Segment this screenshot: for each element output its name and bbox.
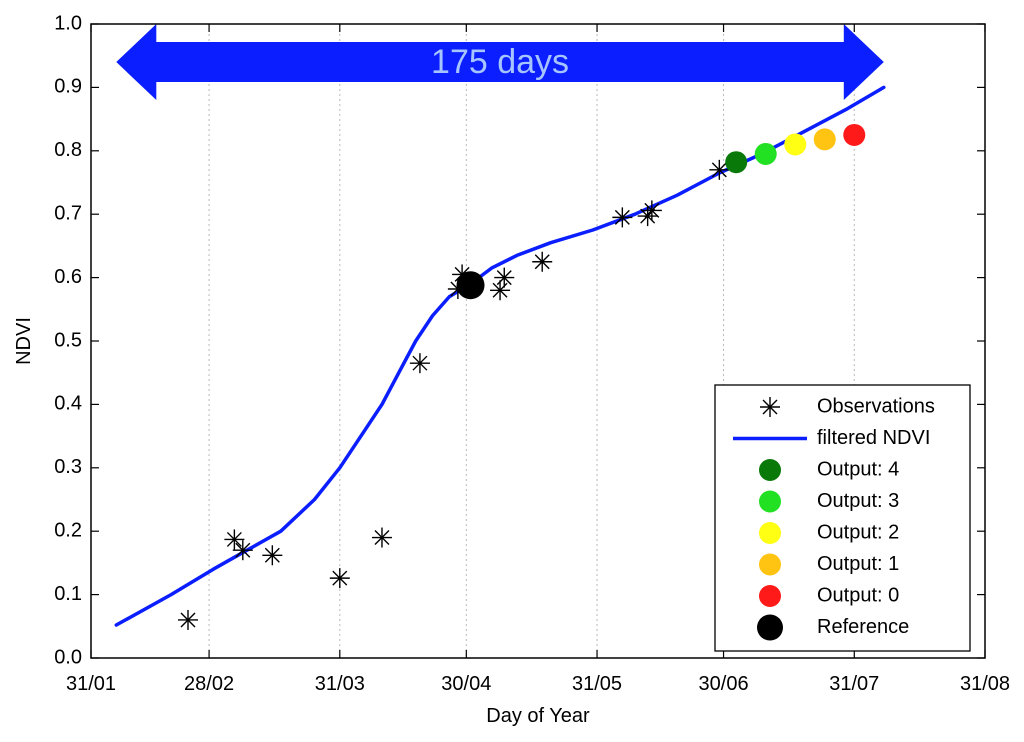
- x-axis-label: Day of Year: [486, 705, 590, 727]
- y-tick-label: 1.0: [54, 12, 82, 34]
- y-tick-label: 0.6: [54, 266, 82, 288]
- y-axis-label: NDVI: [13, 317, 35, 365]
- x-tick-label: 28/02: [184, 673, 234, 695]
- legend-box: [714, 384, 971, 652]
- y-tick-label: 0.5: [54, 329, 82, 351]
- y-tick-label: 0.3: [54, 456, 82, 478]
- observation-point: [490, 280, 511, 301]
- legend-label: filtered NDVI: [817, 427, 930, 449]
- legend-marker: [757, 614, 783, 641]
- legend-label: Observations: [817, 395, 935, 417]
- duration-annotation: 175 days: [116, 24, 884, 101]
- double-arrow: [116, 24, 884, 101]
- observation-point: [232, 540, 253, 561]
- x-tick-label: 31/07: [829, 673, 879, 695]
- observation-point: [409, 353, 430, 374]
- observation-point: [177, 609, 198, 630]
- output-series: [456, 123, 866, 300]
- output-point: [813, 128, 836, 151]
- observation-point: [371, 527, 392, 548]
- x-tick-label: 31/05: [572, 673, 622, 695]
- legend-label: Output: 2: [817, 521, 899, 543]
- output-point: [843, 123, 866, 146]
- x-tick-label: 30/06: [699, 673, 749, 695]
- y-tick-label: 0.1: [54, 583, 82, 605]
- reference-point: [456, 271, 485, 300]
- legend-marker: [759, 585, 781, 607]
- legend: Observations filtered NDVI Output: 4 Output…: [714, 384, 971, 652]
- legend-marker: [759, 459, 781, 481]
- output-point: [754, 142, 777, 165]
- legend-marker: [759, 490, 781, 513]
- axis-ticks: 31/01 28/02 31/03 30/04 31/05 30/06 31/07 31/08…: [54, 12, 1010, 695]
- observation-point: [262, 545, 283, 566]
- y-tick-label: 0.4: [54, 393, 82, 415]
- y-tick-label: 0.9: [54, 76, 82, 98]
- output-point: [784, 133, 807, 156]
- legend-label: Reference: [817, 616, 909, 638]
- legend-marker: [759, 553, 781, 576]
- y-tick-label: 0.8: [54, 139, 82, 161]
- legend-marker: [760, 397, 780, 417]
- x-tick-label: 31/08: [960, 673, 1010, 695]
- legend-label: Output: 3: [817, 490, 899, 512]
- observation-point: [494, 267, 515, 288]
- observation-point: [612, 207, 633, 228]
- y-tick-label: 0.2: [54, 519, 82, 541]
- duration-label: 175 days: [431, 43, 569, 81]
- observation-point: [532, 251, 553, 272]
- x-tick-label: 31/03: [315, 673, 365, 695]
- legend-label: Output: 0: [817, 584, 899, 606]
- y-tick-label: 0.0: [54, 646, 82, 668]
- x-tick-label: 31/01: [66, 673, 116, 695]
- legend-label: Output: 1: [817, 553, 899, 575]
- legend-label: Output: 4: [817, 458, 899, 480]
- y-tick-label: 0.7: [54, 202, 82, 224]
- legend-marker: [759, 522, 781, 544]
- x-tick-label: 30/04: [441, 673, 491, 695]
- output-point: [725, 151, 748, 174]
- observation-point: [641, 200, 662, 221]
- observation-point: [224, 529, 245, 550]
- observations-series: [177, 159, 730, 630]
- observation-point: [329, 568, 350, 589]
- observation-point: [637, 206, 658, 227]
- observation-point: [709, 159, 730, 180]
